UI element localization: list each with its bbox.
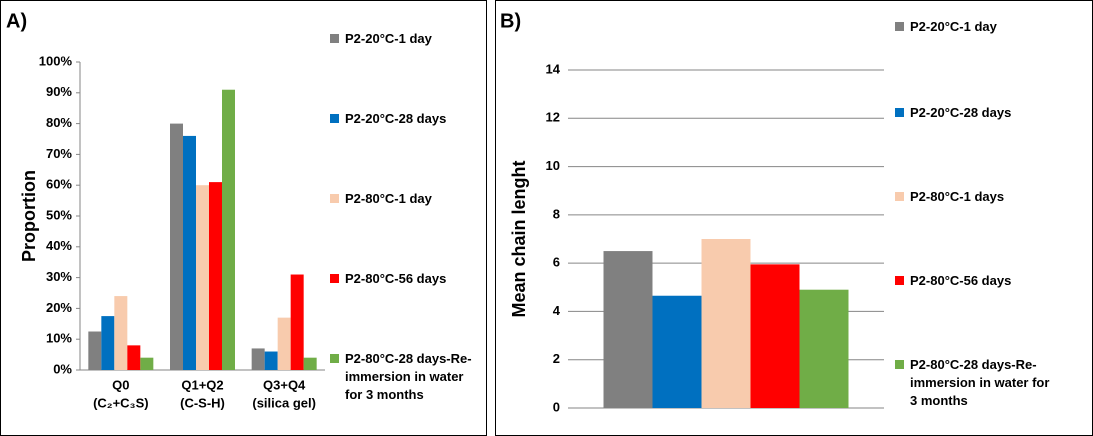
y-axis-title: Mean chain lenght	[509, 160, 529, 317]
legend-item: P2-20°C-28 days	[330, 110, 480, 128]
bar	[701, 239, 751, 408]
legend-swatch	[895, 360, 904, 369]
y-tick-label: 90%	[46, 84, 72, 99]
legend-swatch	[895, 108, 904, 117]
bar	[183, 135, 196, 370]
y-tick-label: 10	[546, 158, 560, 173]
y-tick-label: 50%	[46, 207, 72, 222]
legend-label: P2-80°C-1 days	[910, 189, 1005, 204]
legend-label: P2-80°C-1 day	[345, 191, 432, 206]
legend-swatch	[895, 22, 904, 31]
bar	[277, 317, 291, 370]
y-tick-label: 2	[553, 351, 560, 366]
y-tick-label: 20%	[46, 300, 72, 315]
x-tick-label: (C₂+C₃S)	[93, 395, 149, 410]
legend-label: P2-20°C-28 days	[910, 105, 1012, 120]
bar	[799, 289, 849, 408]
y-tick-label: 40%	[46, 238, 72, 253]
y-axis-title: Proportion	[19, 170, 39, 262]
bar	[222, 89, 235, 370]
panel-label: A)	[6, 10, 27, 32]
bar	[303, 357, 317, 370]
bar	[750, 264, 800, 408]
y-tick-label: 4	[553, 303, 561, 318]
legend-item: P2-20°C-1 day	[895, 18, 1050, 36]
x-tick-label: (C-S-H)	[180, 395, 225, 410]
legend-item: P2-80°C-1 days	[895, 188, 1050, 206]
legend-swatch	[895, 192, 904, 201]
y-tick-label: 6	[553, 255, 560, 270]
y-tick-label: 14	[546, 61, 561, 76]
y-tick-label: 8	[553, 206, 560, 221]
y-tick-label: 80%	[46, 115, 72, 130]
bar	[652, 295, 702, 408]
y-tick-label: 0%	[53, 361, 72, 376]
bar	[101, 316, 115, 370]
legend-item: P2-80°C-28 days-Re-immersion in water fo…	[330, 350, 480, 404]
bar	[114, 296, 128, 370]
legend-label: P2-80°C-56 days	[345, 271, 447, 286]
legend-swatch	[330, 274, 339, 283]
x-tick-label: Q0	[112, 377, 129, 392]
legend-item: P2-80°C-56 days	[895, 272, 1050, 290]
bar	[209, 182, 222, 370]
y-tick-label: 100%	[39, 53, 73, 68]
legend-swatch	[330, 114, 339, 123]
legend-label: P2-80°C-56 days	[910, 273, 1012, 288]
x-tick-label: (silica gel)	[252, 395, 316, 410]
panel-label: B)	[500, 10, 521, 32]
y-tick-label: 60%	[46, 177, 72, 192]
bar	[88, 331, 102, 370]
legend-item: P2-20°C-1 day	[330, 30, 480, 48]
bar	[196, 185, 209, 370]
y-tick-label: 12	[546, 110, 560, 125]
legend-label: P2-80°C-28 days-Re-immersion in water fo…	[910, 357, 1050, 408]
bar	[603, 251, 653, 408]
bar	[264, 351, 278, 370]
legend-swatch	[330, 354, 339, 363]
y-tick-label: 70%	[46, 146, 72, 161]
x-tick-label: Q1+Q2	[181, 377, 223, 392]
legend-label: P2-20°C-1 day	[910, 19, 997, 34]
legend-label: P2-20°C-28 days	[345, 111, 447, 126]
bar	[290, 274, 304, 370]
bar	[170, 123, 183, 370]
legend-swatch	[330, 194, 339, 203]
legend-item: P2-80°C-28 days-Re-immersion in water fo…	[895, 356, 1050, 410]
legend-swatch	[330, 34, 339, 43]
bar	[251, 348, 265, 370]
legend-swatch	[895, 276, 904, 285]
legend-label: P2-80°C-28 days-Re-immersion in water fo…	[345, 351, 472, 402]
y-tick-label: 0	[553, 399, 560, 414]
legend-label: P2-20°C-1 day	[345, 31, 432, 46]
x-tick-label: Q3+Q4	[263, 377, 306, 392]
legend-item: P2-80°C-1 day	[330, 190, 480, 208]
y-tick-label: 30%	[46, 269, 72, 284]
y-tick-label: 10%	[46, 331, 72, 346]
bar	[140, 357, 154, 370]
bar	[127, 345, 141, 370]
legend-item: P2-20°C-28 days	[895, 104, 1050, 122]
legend-item: P2-80°C-56 days	[330, 270, 480, 288]
